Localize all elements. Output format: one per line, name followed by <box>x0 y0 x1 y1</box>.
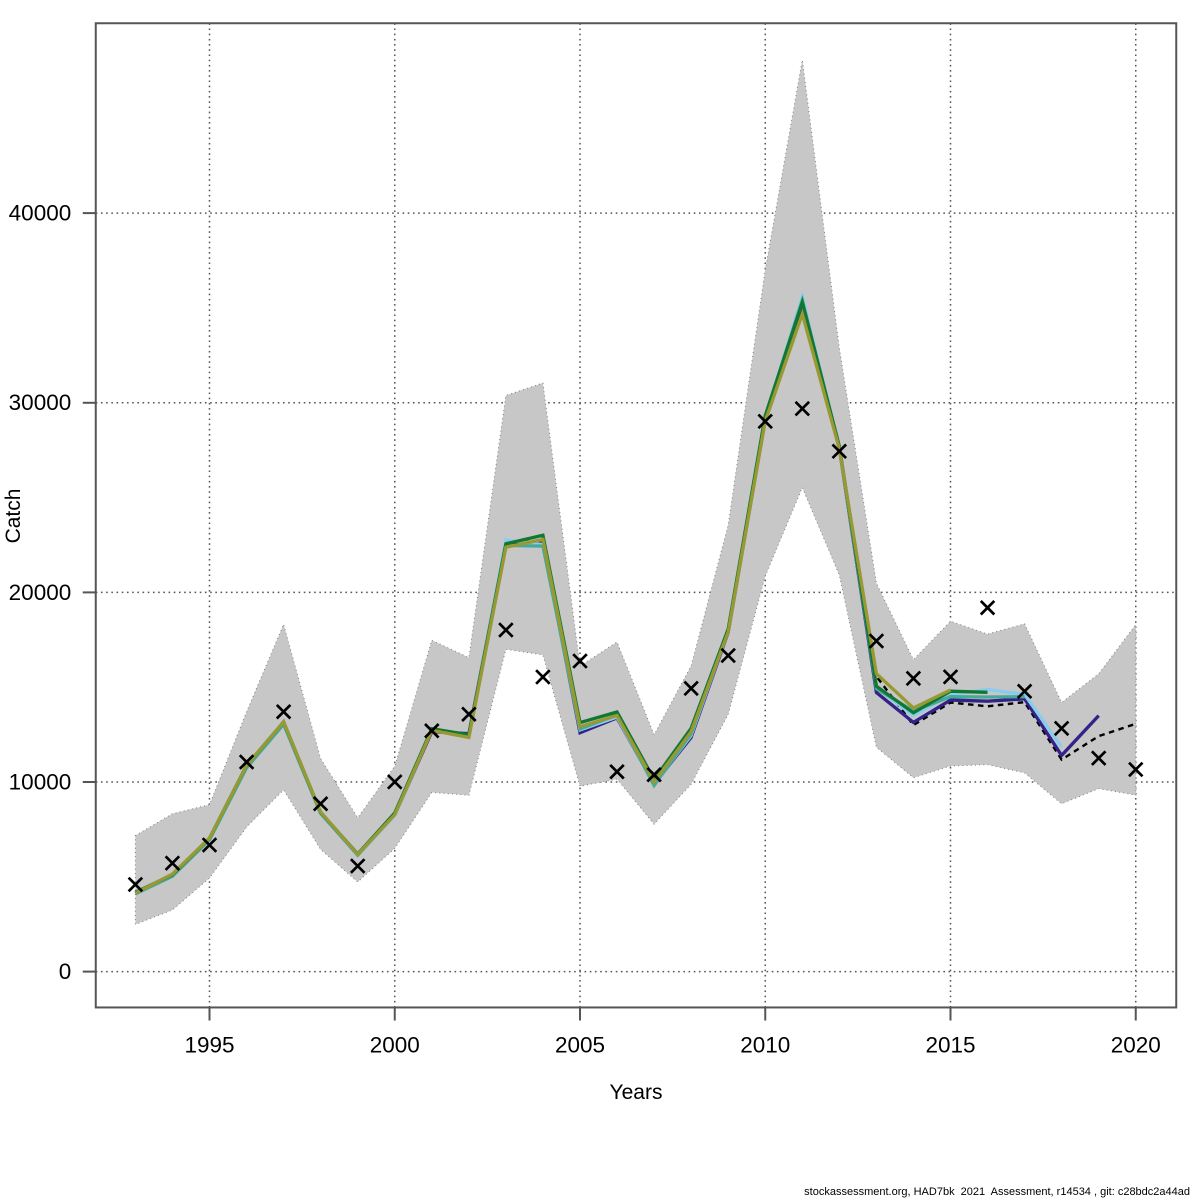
svg-text:40000: 40000 <box>9 201 72 226</box>
svg-text:stockassessment.org, HAD7bk 2: stockassessment.org, HAD7bk 2021 Assessm… <box>804 1186 1190 1198</box>
svg-text:Catch: Catch <box>2 489 25 544</box>
svg-text:20000: 20000 <box>9 580 72 605</box>
svg-text:2005: 2005 <box>555 1033 605 1058</box>
svg-text:0: 0 <box>59 959 72 984</box>
svg-text:1995: 1995 <box>184 1033 234 1058</box>
svg-text:10000: 10000 <box>9 770 72 795</box>
svg-text:2020: 2020 <box>1111 1033 1161 1058</box>
svg-text:2000: 2000 <box>370 1033 420 1058</box>
svg-text:2010: 2010 <box>740 1033 790 1058</box>
svg-text:Years: Years <box>610 1081 663 1104</box>
svg-text:2015: 2015 <box>925 1033 975 1058</box>
svg-text:30000: 30000 <box>9 390 72 415</box>
